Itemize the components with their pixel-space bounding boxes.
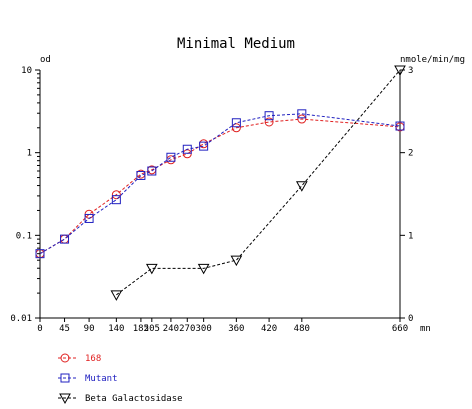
data-point-triangle xyxy=(197,263,210,275)
data-point-triangle xyxy=(59,393,71,405)
series-layer xyxy=(35,65,406,301)
y-right-tick-label: 1 xyxy=(408,231,413,241)
legend-item: 168 xyxy=(58,353,101,364)
x-axis-label: mn xyxy=(420,324,431,334)
y-left-tick-label: 0.1 xyxy=(16,231,32,241)
legend-item: Mutant xyxy=(58,373,118,384)
data-point-triangle xyxy=(145,263,158,275)
legend-label: Mutant xyxy=(85,374,118,384)
series-168 xyxy=(35,114,405,259)
y-left-tick-label: 10 xyxy=(21,66,32,76)
data-point-square xyxy=(111,195,121,205)
y-left-axis-label: od xyxy=(40,55,51,65)
data-point-square xyxy=(35,249,45,259)
data-point-square xyxy=(297,109,307,119)
data-point-square xyxy=(147,166,157,176)
series-line xyxy=(39,113,401,255)
data-point-square xyxy=(166,152,176,162)
series-beta-galactosidase xyxy=(110,65,406,301)
x-tick-label: 45 xyxy=(59,324,70,334)
x-tick-label: 360 xyxy=(228,324,244,334)
data-point-circle xyxy=(264,117,274,127)
y-right-tick-label: 2 xyxy=(408,149,413,159)
data-point-triangle xyxy=(295,181,308,192)
x-tick-label: 90 xyxy=(84,324,95,334)
data-point-circle xyxy=(60,353,70,363)
data-point-square xyxy=(136,170,146,180)
data-point-square xyxy=(182,144,192,154)
y-left-tick-label: 0.01 xyxy=(10,314,32,324)
data-point-circle xyxy=(231,123,241,133)
data-point-triangle xyxy=(394,65,406,77)
data-point-square xyxy=(264,111,274,121)
x-tick-label: 185 xyxy=(133,324,149,334)
legend-label: Beta Galactosidase xyxy=(85,394,183,404)
data-point-square xyxy=(231,118,241,128)
y-right-axis-label: nmole/min/mg xyxy=(400,55,465,65)
series-line xyxy=(39,118,401,255)
x-tick-label: 0 xyxy=(37,324,42,334)
legend: 168 Mutant Beta Galactosidase xyxy=(58,353,183,405)
x-tick-label: 420 xyxy=(261,324,277,334)
data-point-circle xyxy=(111,190,121,200)
legend-label: 168 xyxy=(85,354,101,364)
x-tick-label: 240 xyxy=(163,324,179,334)
series-mutant xyxy=(35,109,405,259)
y-right-tick-label: 3 xyxy=(408,66,413,76)
x-tick-label: 660 xyxy=(392,324,408,334)
data-point-square xyxy=(60,373,70,383)
x-tick-label: 270 xyxy=(179,324,195,334)
chart-title: Minimal Medium xyxy=(177,36,295,52)
data-point-square xyxy=(84,213,94,223)
y-right-tick-label: 0 xyxy=(408,314,413,324)
x-tick-label: 300 xyxy=(196,324,212,334)
data-point-square xyxy=(395,121,405,131)
data-point-circle xyxy=(182,149,192,159)
x-tick-label: 480 xyxy=(294,324,310,334)
data-point-circle xyxy=(297,114,307,124)
x-tick-label: 140 xyxy=(108,324,124,334)
legend-item: Beta Galactosidase xyxy=(58,393,183,405)
data-point-triangle xyxy=(230,255,243,267)
y-left-tick-label: 1 xyxy=(27,149,32,159)
data-point-square xyxy=(60,234,70,244)
series-line xyxy=(116,69,401,296)
data-point-triangle xyxy=(110,290,123,301)
data-point-square xyxy=(199,141,209,151)
x-tick-label: 205 xyxy=(144,324,160,334)
